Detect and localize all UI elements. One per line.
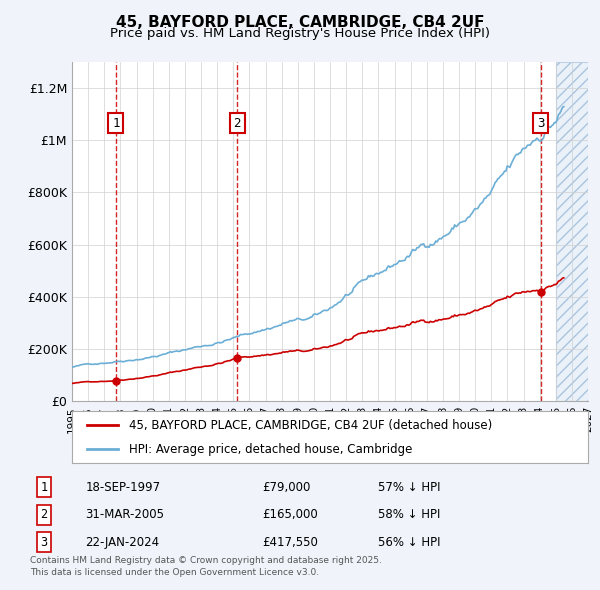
Text: £165,000: £165,000 <box>262 508 317 522</box>
Text: 18-SEP-1997: 18-SEP-1997 <box>85 481 160 494</box>
Text: 2: 2 <box>40 508 47 522</box>
Text: £79,000: £79,000 <box>262 481 310 494</box>
Text: 22-JAN-2024: 22-JAN-2024 <box>85 536 160 549</box>
Text: Price paid vs. HM Land Registry's House Price Index (HPI): Price paid vs. HM Land Registry's House … <box>110 27 490 40</box>
Text: Contains HM Land Registry data © Crown copyright and database right 2025.
This d: Contains HM Land Registry data © Crown c… <box>30 556 382 577</box>
Text: 1: 1 <box>112 116 119 130</box>
Bar <box>556 62 588 401</box>
Text: 2: 2 <box>233 116 241 130</box>
Text: 45, BAYFORD PLACE, CAMBRIDGE, CB4 2UF: 45, BAYFORD PLACE, CAMBRIDGE, CB4 2UF <box>116 15 484 30</box>
Text: 3: 3 <box>537 116 544 130</box>
Text: 3: 3 <box>40 536 47 549</box>
Text: 45, BAYFORD PLACE, CAMBRIDGE, CB4 2UF (detached house): 45, BAYFORD PLACE, CAMBRIDGE, CB4 2UF (d… <box>129 419 492 432</box>
Text: £417,550: £417,550 <box>262 536 318 549</box>
Text: 1: 1 <box>40 481 47 494</box>
Text: HPI: Average price, detached house, Cambridge: HPI: Average price, detached house, Camb… <box>129 442 412 455</box>
Text: 56% ↓ HPI: 56% ↓ HPI <box>378 536 440 549</box>
Text: 57% ↓ HPI: 57% ↓ HPI <box>378 481 440 494</box>
Text: 31-MAR-2005: 31-MAR-2005 <box>85 508 164 522</box>
Bar <box>556 62 588 401</box>
Text: 58% ↓ HPI: 58% ↓ HPI <box>378 508 440 522</box>
